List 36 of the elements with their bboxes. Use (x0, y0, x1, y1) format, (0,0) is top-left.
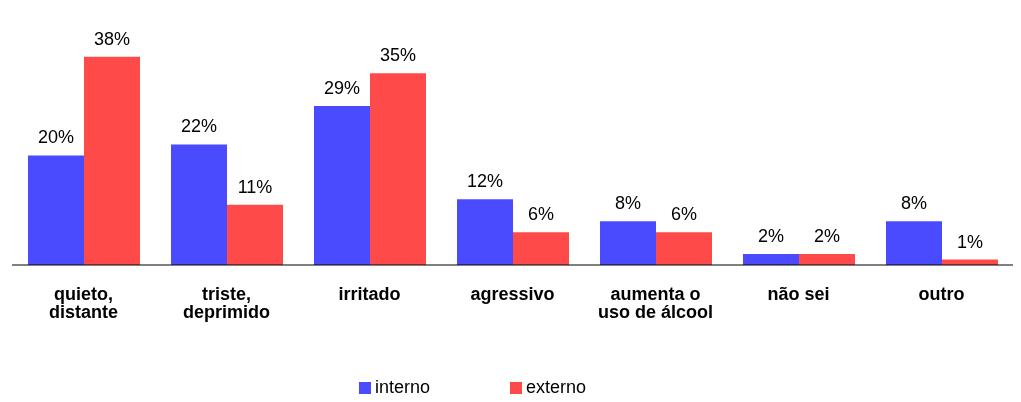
bar (513, 232, 569, 265)
data-label: 2% (757, 226, 785, 247)
bar (743, 254, 799, 265)
bar (656, 232, 712, 265)
x-tick-label: triste, deprimido (182, 283, 271, 322)
bar (370, 73, 426, 265)
x-tick-label: agressivo (470, 283, 555, 304)
data-label: 1% (956, 231, 984, 252)
bar (314, 106, 370, 265)
bar (227, 204, 283, 265)
data-label: 11% (237, 176, 273, 197)
data-label: 2% (813, 226, 841, 247)
bar (28, 155, 84, 265)
data-label: 29% (323, 78, 361, 99)
bar (171, 144, 227, 265)
data-label: 8% (900, 193, 928, 214)
data-label: 35% (379, 45, 417, 66)
bar (457, 199, 513, 265)
data-label: 22% (180, 116, 218, 137)
legend-label: interno (374, 377, 430, 397)
x-tick-label: aumenta o uso de álcool (597, 283, 714, 322)
data-label: 6% (670, 204, 698, 225)
x-tick-label: outro (918, 283, 965, 304)
x-tick-label: não sei (767, 283, 830, 304)
legend-label: externo (526, 377, 587, 397)
bar (600, 221, 656, 265)
data-label: 8% (614, 193, 642, 214)
bar (886, 221, 942, 265)
data-label: 20% (37, 127, 75, 148)
x-tick-label: irritado (338, 283, 401, 304)
data-label: 12% (466, 171, 504, 192)
data-label: 38% (93, 28, 131, 49)
bar (84, 56, 140, 265)
data-label: 6% (527, 204, 555, 225)
x-tick-label: quieto, distante (48, 283, 119, 322)
bar (799, 254, 855, 265)
